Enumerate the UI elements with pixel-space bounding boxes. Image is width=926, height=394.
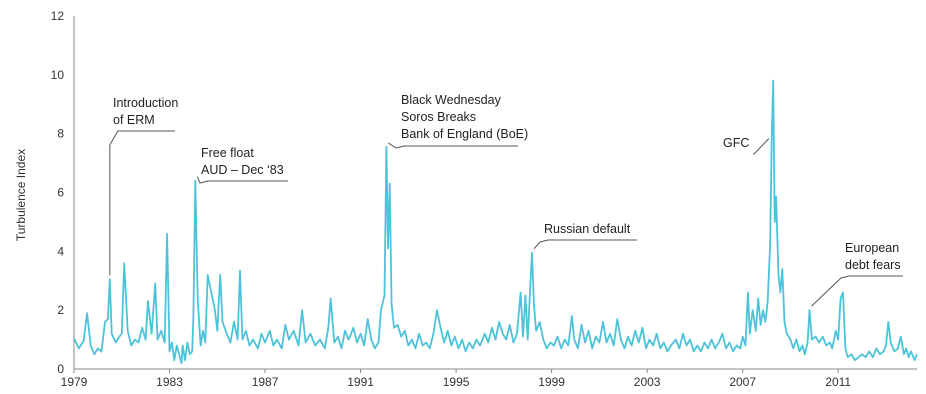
turbulence-series-line [73, 79, 918, 365]
annotation: European debt fears [811, 241, 903, 307]
x-tick-label: 1987 [252, 375, 279, 389]
x-tick-label: 1979 [61, 375, 88, 389]
annotation-label: Introduction [113, 96, 178, 110]
y-tick-label: 0 [57, 362, 64, 376]
series-layer [73, 79, 918, 365]
annotation-leader-line [388, 142, 518, 149]
annotation-label: Russian default [544, 222, 631, 236]
annotation-label: GFC [723, 136, 749, 150]
annotation-leader-line [109, 130, 175, 276]
y-tick-label: 2 [57, 303, 64, 317]
y-axis: 0 2 4 6 8 10 12 [51, 9, 75, 376]
x-tick-label: 2003 [634, 375, 661, 389]
annotation: Free float AUD – Dec ‘83 [196, 146, 288, 184]
annotation-label: European [845, 241, 899, 255]
x-tick-label: 1999 [538, 375, 565, 389]
x-tick-label: 1991 [347, 375, 374, 389]
annotation-label: of ERM [113, 113, 155, 127]
x-tick-label: 1995 [443, 375, 470, 389]
annotation-label: debt fears [845, 258, 901, 272]
annotation-label: Soros Breaks [401, 110, 476, 124]
annotation-leader-line [533, 239, 637, 250]
annotation-leader-line [196, 176, 288, 184]
x-tick-label: 1983 [156, 375, 183, 389]
annotation: Russian default [533, 222, 637, 250]
y-tick-label: 4 [57, 244, 64, 258]
y-tick-label: 12 [51, 9, 65, 23]
annotation-label: Bank of England (BoE) [401, 127, 528, 141]
annotation: Introduction of ERM [109, 96, 178, 276]
annotation: Black Wednesday Soros Breaks Bank of Engla… [388, 93, 528, 149]
x-axis: 1979 1983 1987 1991 1995 1999 2003 2007 2011 [61, 368, 917, 389]
y-tick-label: 6 [57, 186, 64, 200]
x-tick-label: 2007 [729, 375, 756, 389]
annotation-layer: Introduction of ERM Free float AUD – Dec ‘8… [109, 93, 903, 307]
annotation-label: Black Wednesday [401, 93, 502, 107]
x-tick-label: 2011 [825, 375, 851, 389]
annotation-label: AUD – Dec ‘83 [201, 163, 284, 177]
annotation-leader-line [753, 138, 770, 155]
annotation-label: Free float [201, 146, 254, 160]
y-tick-label: 10 [51, 68, 65, 82]
y-axis-title: Turbulence Index [14, 149, 28, 241]
annotation-leader-line [811, 275, 903, 307]
annotation: GFC [723, 136, 770, 155]
y-tick-label: 8 [57, 127, 64, 141]
